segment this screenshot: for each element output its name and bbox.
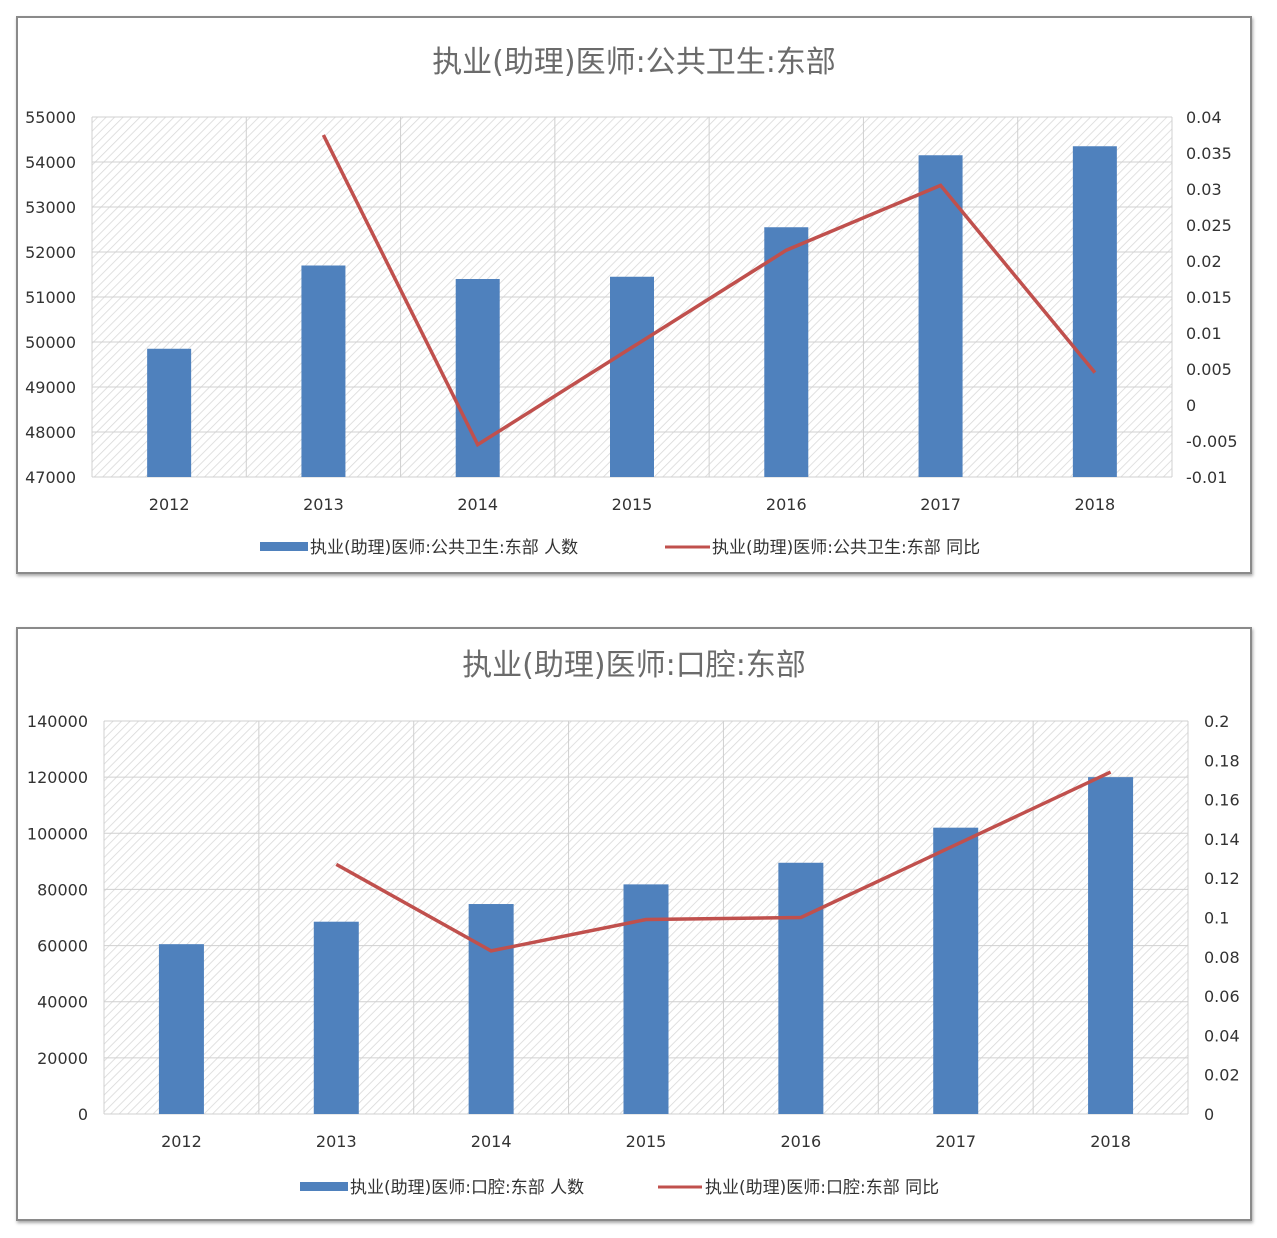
y-left-tick-label: 52000 (25, 243, 76, 262)
y-right-tick-label: -0.005 (1186, 432, 1238, 451)
y-left-tick-label: 60000 (37, 937, 88, 956)
x-tick-label: 2017 (920, 495, 961, 514)
chart-panel-dental: 执业(助理)医师:口腔:东部 140000 120000 100000 80000 60… (16, 627, 1252, 1221)
y-right-tick-label: 0.01 (1186, 324, 1222, 343)
y-left-tick-label: 48000 (25, 423, 76, 442)
y-right-tick-label: 0.2 (1204, 712, 1229, 731)
x-tick-label: 2013 (316, 1132, 357, 1151)
y-right-tick-label: 0.04 (1204, 1026, 1240, 1045)
bar (764, 227, 809, 477)
legend-bar-swatch (260, 542, 308, 551)
legend-bar-swatch (300, 1182, 348, 1191)
bar (158, 944, 204, 1114)
y-right-tick-label: 0.025 (1186, 216, 1232, 235)
x-tick-label: 2013 (303, 495, 344, 514)
bar (455, 279, 500, 477)
bar (313, 921, 359, 1114)
y-right-tick-label: 0.12 (1204, 869, 1240, 888)
y-right-tick-label: -0.01 (1186, 468, 1227, 487)
bar (468, 904, 514, 1114)
y-left-tick-label: 50000 (25, 333, 76, 352)
y-left-tick-label: 80000 (37, 880, 88, 899)
x-tick-label: 2017 (935, 1132, 976, 1151)
x-tick-label: 2012 (161, 1132, 202, 1151)
y-left-tick-label: 51000 (25, 288, 76, 307)
y-right-tick-label: 0.1 (1204, 909, 1229, 928)
legend-line-label: 执业(助理)医师:口腔:东部 同比 (705, 1178, 939, 1198)
y-right-tick-label: 0.14 (1204, 830, 1240, 849)
y-left-tick-label: 47000 (25, 468, 76, 487)
x-tick-label: 2015 (612, 495, 653, 514)
y-left-tick-label: 100000 (27, 824, 88, 843)
x-tick-label: 2016 (780, 1132, 821, 1151)
chart-title: 执业(助理)医师:口腔:东部 (462, 648, 806, 683)
y-right-tick-label: 0.02 (1186, 252, 1222, 271)
y-left-tick-label: 49000 (25, 378, 76, 397)
chart-marks: 140000 120000 100000 80000 60000 40000 20000 0 0… (27, 712, 1240, 1151)
legend: 执业(助理)医师:口腔:东部 人数 执业(助理)医师:口腔:东部 同比 (300, 1178, 939, 1198)
x-tick-label: 2012 (149, 495, 190, 514)
y-left-tick-label: 120000 (27, 768, 88, 787)
legend-bar-label: 执业(助理)医师:口腔:东部 人数 (350, 1178, 584, 1198)
bar (918, 155, 963, 477)
bar (933, 827, 979, 1114)
y-left-tick-label: 0 (78, 1105, 88, 1124)
legend: 执业(助理)医师:公共卫生:东部 人数 执业(助理)医师:公共卫生:东部 同比 (260, 538, 980, 558)
y-left-tick-label: 53000 (25, 198, 76, 217)
x-tick-label: 2014 (471, 1132, 512, 1151)
y-right-tick-label: 0.04 (1186, 108, 1222, 127)
chart-marks: 55000 54000 53000 52000 51000 50000 49000 48000… (25, 108, 1237, 514)
y-left-tick-label: 40000 (37, 993, 88, 1012)
chart-title: 执业(助理)医师:公共卫生:东部 (432, 45, 836, 80)
dental-chart: 执业(助理)医师:口腔:东部 140000 120000 100000 80000 60… (27, 648, 1240, 1198)
y-left-tick-label: 55000 (25, 108, 76, 127)
y-right-tick-label: 0.06 (1204, 987, 1240, 1006)
bar (147, 348, 192, 477)
x-tick-label: 2015 (626, 1132, 667, 1151)
bar (610, 276, 654, 477)
x-tick-label: 2018 (1090, 1132, 1131, 1151)
y-left-tick-label: 20000 (37, 1049, 88, 1068)
y-right-tick-label: 0 (1186, 396, 1196, 415)
y-right-tick-label: 0.08 (1204, 948, 1240, 967)
y-right-tick-label: 0.18 (1204, 751, 1240, 770)
y-right-tick-label: 0.035 (1186, 144, 1232, 163)
y-right-tick-label: 0.02 (1204, 1066, 1240, 1085)
y-right-tick-label: 0.16 (1204, 791, 1240, 810)
y-right-tick-label: 0.03 (1186, 180, 1222, 199)
y-left-tick-label: 54000 (25, 153, 76, 172)
public-health-chart: 执业(助理)医师:公共卫生:东部 55000 54000 53000 52000 510… (25, 45, 1237, 558)
bar (778, 862, 824, 1114)
legend-bar-label: 执业(助理)医师:公共卫生:东部 人数 (310, 538, 578, 558)
bar (1072, 146, 1117, 477)
series-line (321, 134, 1097, 448)
y-right-tick-label: 0.005 (1186, 360, 1232, 379)
x-tick-label: 2014 (457, 495, 498, 514)
x-tick-label: 2016 (766, 495, 807, 514)
y-right-tick-label: 0.015 (1186, 288, 1232, 307)
y-right-tick-label: 0 (1204, 1105, 1214, 1124)
chart-panel-public-health: 执业(助理)医师:公共卫生:东部 55000 54000 53000 52000 510… (16, 16, 1252, 574)
legend-line-label: 执业(助理)医师:公共卫生:东部 同比 (712, 538, 980, 558)
x-tick-label: 2018 (1074, 495, 1115, 514)
series-line (335, 770, 1112, 953)
bar (1088, 777, 1134, 1114)
bar (301, 265, 346, 477)
y-left-tick-label: 140000 (27, 712, 88, 731)
